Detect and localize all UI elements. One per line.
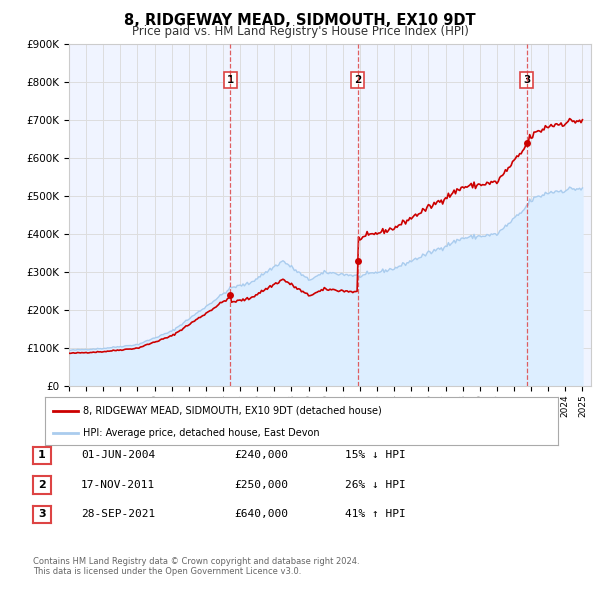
Text: 3: 3: [38, 510, 46, 519]
Text: 8, RIDGEWAY MEAD, SIDMOUTH, EX10 9DT: 8, RIDGEWAY MEAD, SIDMOUTH, EX10 9DT: [124, 13, 476, 28]
Text: This data is licensed under the Open Government Licence v3.0.: This data is licensed under the Open Gov…: [33, 567, 301, 576]
Text: 41% ↑ HPI: 41% ↑ HPI: [345, 510, 406, 519]
Text: 01-JUN-2004: 01-JUN-2004: [81, 451, 155, 460]
Text: 28-SEP-2021: 28-SEP-2021: [81, 510, 155, 519]
Text: £240,000: £240,000: [234, 451, 288, 460]
Text: 15% ↓ HPI: 15% ↓ HPI: [345, 451, 406, 460]
Text: 8, RIDGEWAY MEAD, SIDMOUTH, EX10 9DT (detached house): 8, RIDGEWAY MEAD, SIDMOUTH, EX10 9DT (de…: [83, 405, 382, 415]
Text: £640,000: £640,000: [234, 510, 288, 519]
Text: 3: 3: [523, 75, 530, 85]
Text: 1: 1: [227, 75, 234, 85]
Text: HPI: Average price, detached house, East Devon: HPI: Average price, detached house, East…: [83, 428, 320, 438]
Text: 2: 2: [354, 75, 362, 85]
Text: 2: 2: [38, 480, 46, 490]
Text: Contains HM Land Registry data © Crown copyright and database right 2024.: Contains HM Land Registry data © Crown c…: [33, 558, 359, 566]
Text: 17-NOV-2011: 17-NOV-2011: [81, 480, 155, 490]
Text: £250,000: £250,000: [234, 480, 288, 490]
Text: Price paid vs. HM Land Registry's House Price Index (HPI): Price paid vs. HM Land Registry's House …: [131, 25, 469, 38]
Text: 1: 1: [38, 451, 46, 460]
Text: 26% ↓ HPI: 26% ↓ HPI: [345, 480, 406, 490]
